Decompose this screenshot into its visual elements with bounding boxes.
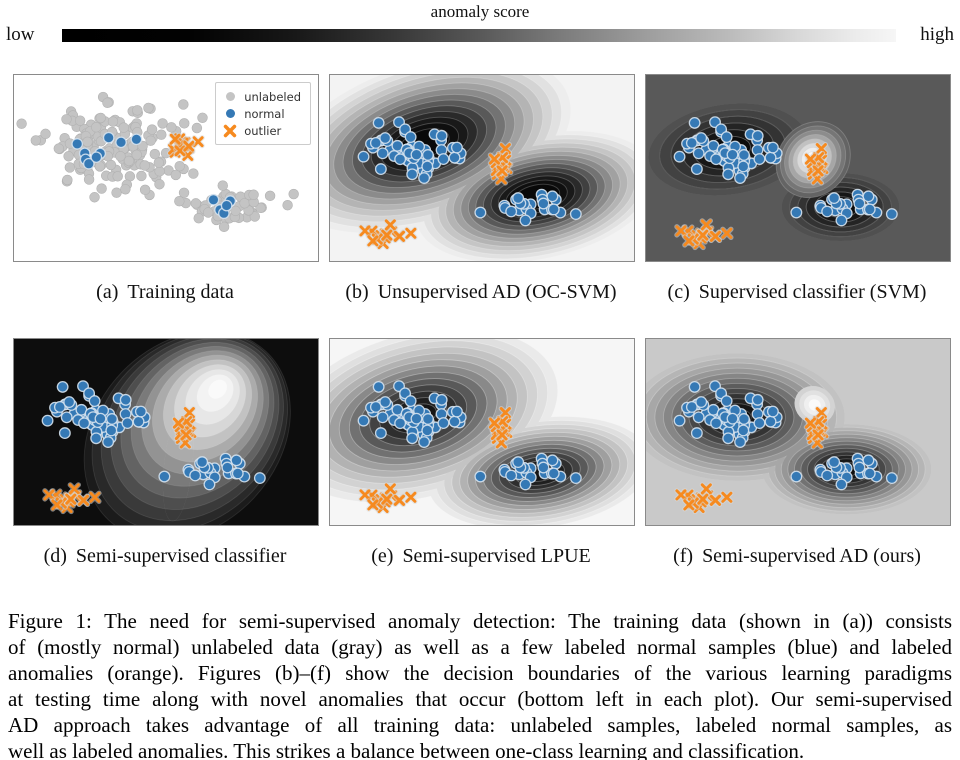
figure-caption-line: Figure 1: The need for semi-supervised a…: [8, 609, 952, 633]
panel-a-caption: (a) Training data: [13, 262, 317, 338]
colorbar-row: low high: [0, 25, 960, 45]
panel-f-caption-title: Semi-supervised AD (ours): [702, 545, 921, 567]
colorbar-low-label: low: [6, 24, 35, 45]
panel-d-canvas: [14, 339, 318, 525]
panel-e-caption: (e) Semi-supervised LPUE: [329, 526, 633, 602]
panel-d-caption-prefix: (d): [43, 545, 67, 567]
legend-item-normal: normal: [223, 105, 301, 122]
figure-caption-line: at testing time along with novel anomali…: [8, 687, 952, 711]
colorbar-block: anomaly score low high: [0, 0, 960, 45]
panel-d: (d) Semi-supervised classifier: [13, 338, 319, 602]
panel-a: unlabeled normal outlier (a) Training data: [13, 74, 319, 338]
panel-c-caption-prefix: (c): [667, 281, 690, 303]
panel-c-canvas: [646, 75, 950, 261]
figure-caption-line: AD approach takes advantage of all train…: [8, 713, 952, 737]
colorbar-title: anomaly score: [430, 2, 530, 21]
legend-item-unlabeled: unlabeled: [223, 88, 301, 105]
dot-icon: [223, 109, 237, 118]
panel-e-canvas: [330, 339, 634, 525]
panel-e-caption-title: Semi-supervised LPUE: [402, 545, 591, 567]
panel-f-plot: [645, 338, 951, 526]
legend: unlabeled normal outlier: [215, 82, 311, 145]
colorbar-gradient: [62, 28, 896, 42]
panel-f-caption: (f) Semi-supervised AD (ours): [645, 526, 949, 602]
panel-d-caption: (d) Semi-supervised classifier: [13, 526, 317, 602]
panel-b: (b) Unsupervised AD (OC-SVM): [329, 74, 635, 338]
legend-label: unlabeled: [244, 89, 301, 104]
x-icon: [223, 38, 237, 224]
legend-label: outlier: [244, 123, 282, 138]
panel-b-caption-title: Unsupervised AD (OC-SVM): [377, 281, 617, 303]
panel-f-caption-prefix: (f): [673, 545, 694, 567]
colorbar-high-label: high: [920, 24, 954, 45]
panel-c: (c) Supervised classifier (SVM): [645, 74, 951, 338]
panel-b-caption: (b) Unsupervised AD (OC-SVM): [329, 262, 633, 338]
figure-caption: Figure 1: The need for semi-supervised a…: [8, 608, 952, 760]
panel-c-caption-title: Supervised classifier (SVM): [698, 281, 927, 303]
panel-a-caption-prefix: (a): [96, 281, 119, 303]
legend-label: normal: [244, 106, 285, 121]
panel-e: (e) Semi-supervised LPUE: [329, 338, 635, 602]
legend-item-outlier: outlier: [223, 122, 301, 139]
panel-grid: unlabeled normal outlier (a) Training data …: [0, 74, 960, 602]
panel-b-plot: [329, 74, 635, 262]
figure-caption-line: well as labeled anomalies. This strikes …: [8, 739, 805, 760]
panel-d-plot: [13, 338, 319, 526]
panel-b-caption-prefix: (b): [345, 281, 369, 303]
panel-f: (f) Semi-supervised AD (ours): [645, 338, 951, 602]
panel-c-plot: [645, 74, 951, 262]
panel-e-caption-prefix: (e): [371, 545, 394, 567]
panel-c-caption: (c) Supervised classifier (SVM): [645, 262, 949, 338]
figure-caption-line: anomalies (orange). Figures (b)–(f) show…: [8, 661, 952, 685]
panel-f-canvas: [646, 339, 950, 525]
panel-d-caption-title: Semi-supervised classifier: [75, 545, 287, 567]
panel-e-plot: [329, 338, 635, 526]
panel-b-canvas: [330, 75, 634, 261]
panel-a-plot: unlabeled normal outlier: [13, 74, 319, 262]
dot-icon: [223, 92, 237, 101]
panel-a-caption-title: Training data: [127, 281, 234, 303]
figure-caption-line: of (mostly normal) unlabeled data (gray)…: [8, 635, 952, 659]
